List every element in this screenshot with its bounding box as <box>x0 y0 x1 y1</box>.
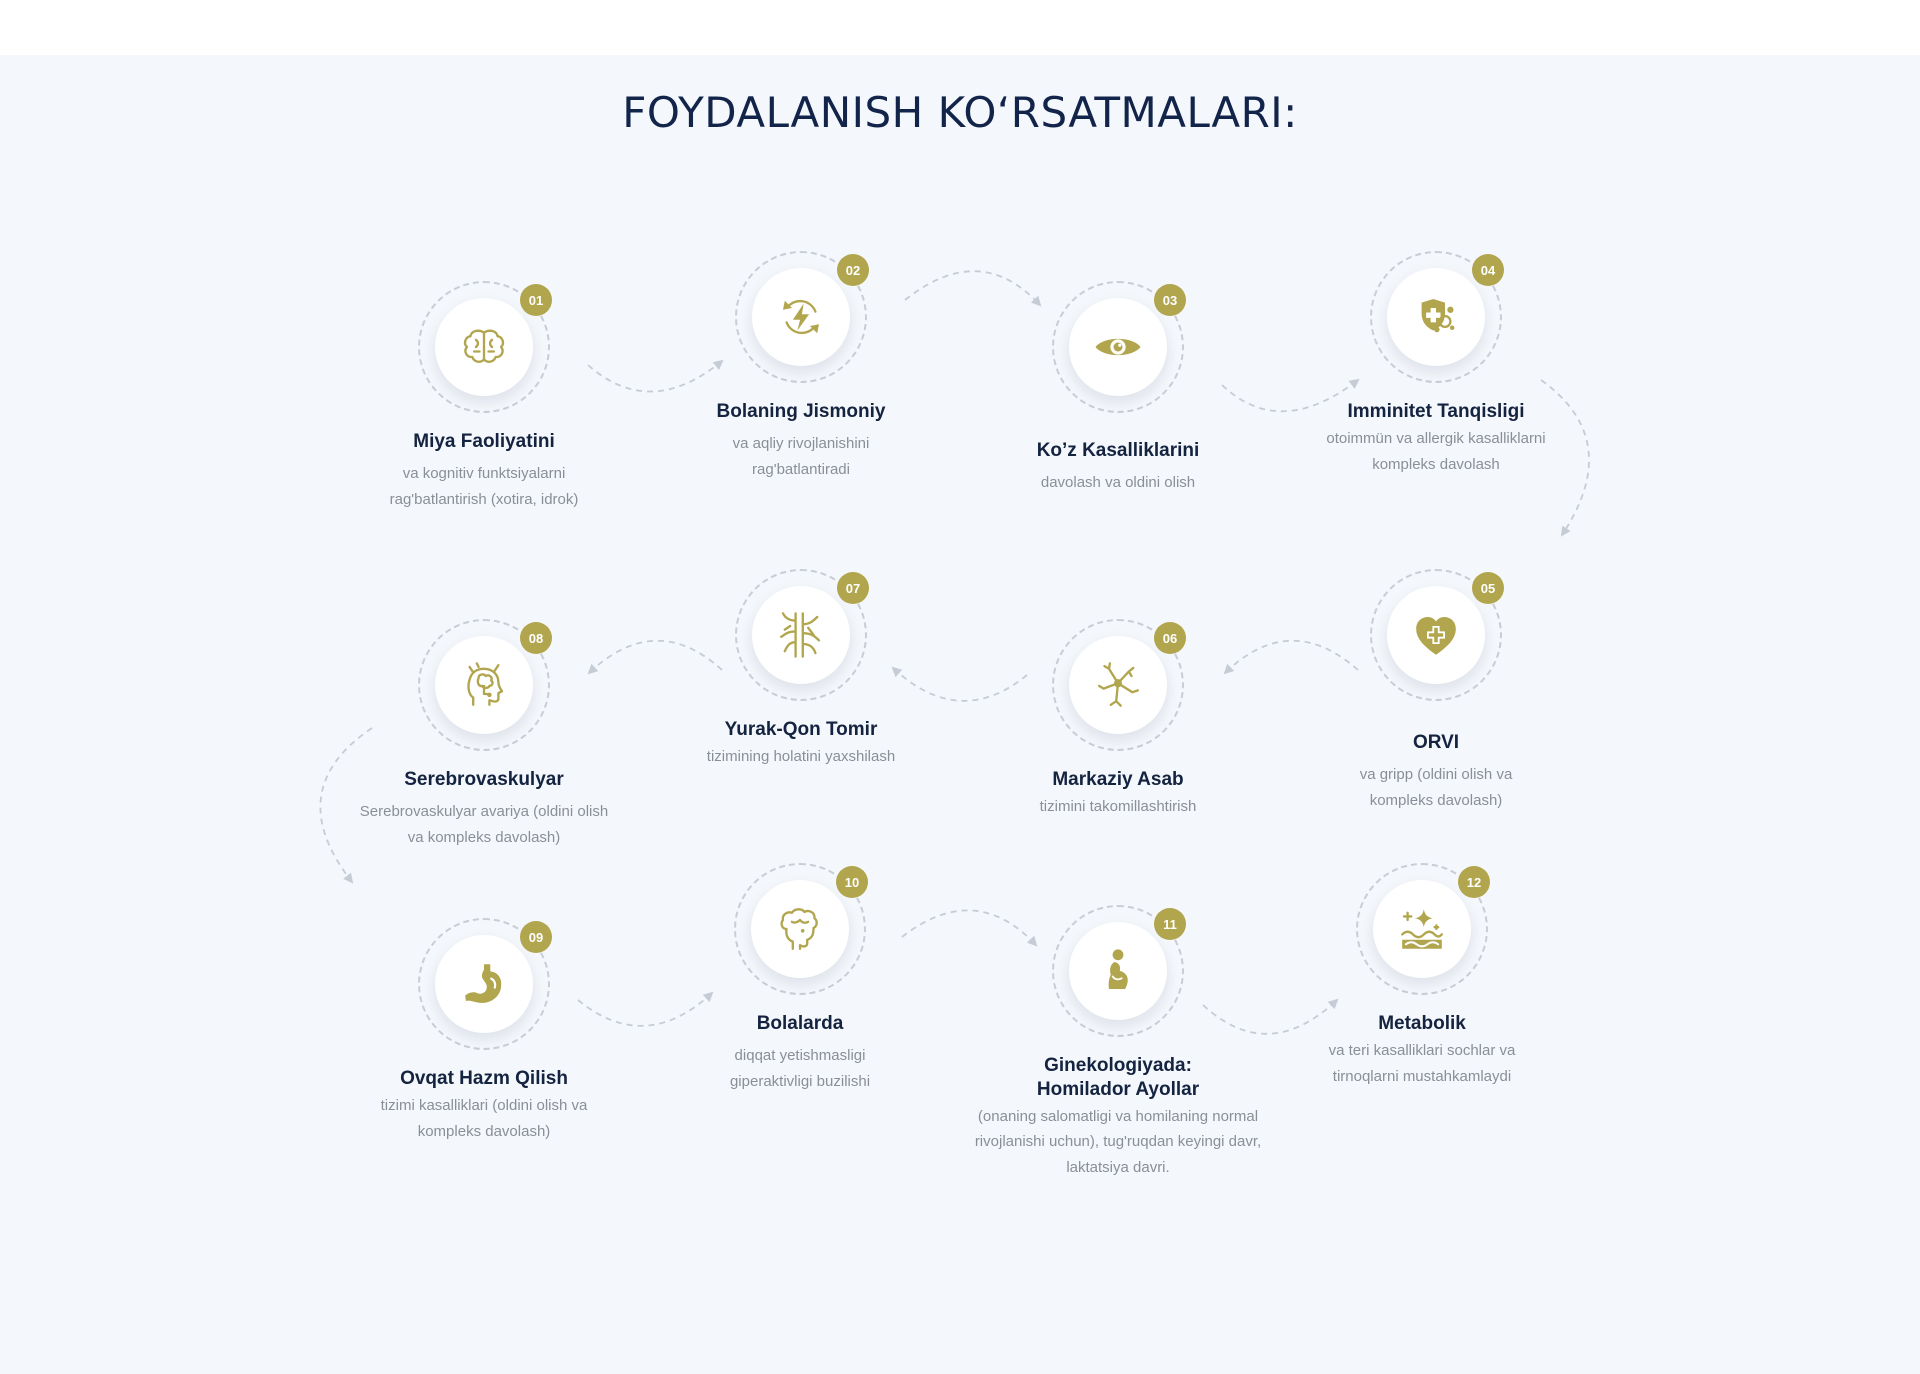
step-icon-ring: 11 <box>1052 905 1186 1037</box>
icon-disc <box>435 298 533 396</box>
step-icon-ring: 10 <box>734 863 868 995</box>
step-number-badge: 12 <box>1458 866 1490 898</box>
step-10: 10 Bolalarda diqqat yetishmasligi gipera… <box>630 863 970 1094</box>
step-icon-ring: 04 <box>1370 251 1504 383</box>
step-title: Imminitet Tanqisligi <box>1347 401 1525 422</box>
step-description: tizimini takomillashtirish <box>1039 797 1197 815</box>
step-06: 06 Markaziy Asab tizimini takomillashtir… <box>948 619 1288 820</box>
head-brain-icon <box>467 662 504 706</box>
step-icon-ring: 08 <box>418 619 552 751</box>
step-number-badge: 05 <box>1472 572 1504 604</box>
step-description: diqqat yetishmasligi giperaktivligi buzi… <box>729 1046 871 1090</box>
step-icon-ring: 01 <box>418 281 552 413</box>
step-description: davolash va oldini olish <box>1040 473 1196 491</box>
step-number-badge: 10 <box>836 866 868 898</box>
step-description: otoimmün va allergik kasalliklarni kompl… <box>1326 429 1546 473</box>
eye-icon <box>1095 338 1141 356</box>
step-01: 01 Miya Faoliyatini va kognitiv funktsiy… <box>314 281 654 512</box>
step-03: 03 Ko’z Kasalliklarini davolash va oldin… <box>948 281 1288 496</box>
icon-disc <box>1387 268 1485 366</box>
step-number-badge: 06 <box>1154 622 1186 654</box>
icon-disc <box>751 880 849 978</box>
icon-disc <box>435 935 533 1033</box>
step-04: 04 Imminitet Tanqisligi otoimmün va alle… <box>1266 251 1606 477</box>
step-icon-ring: 02 <box>735 251 869 383</box>
step-number-badge: 03 <box>1154 284 1186 316</box>
step-11: 11 Ginekologiyada: Homilador Ayollar (on… <box>948 905 1288 1181</box>
heart-plus-icon <box>1416 617 1456 655</box>
step-title: Ko’z Kasalliklarini <box>1036 440 1200 461</box>
step-title: Bolaning Jismoniy <box>716 401 886 422</box>
icon-disc <box>1069 922 1167 1020</box>
step-title: Bolalarda <box>756 1013 844 1034</box>
step-description: va kognitiv funktsiyalarni rag'batlantir… <box>389 464 579 508</box>
step-05: 05 ORVI va gripp (oldini olish va komple… <box>1266 569 1606 813</box>
neuron-icon <box>1097 662 1139 707</box>
icon-disc <box>752 268 850 366</box>
step-number-badge: 07 <box>837 572 869 604</box>
step-07: 07 Yurak-Qon Tomir tizimining holatini y… <box>631 569 971 770</box>
step-number-badge: 02 <box>837 254 869 286</box>
step-description: va teri kasalliklari sochlar va tirnoqla… <box>1328 1041 1516 1085</box>
step-09: 09 Ovqat Hazm Qilish tizimi kasalliklari… <box>314 918 654 1144</box>
icon-disc <box>435 636 533 734</box>
step-description: va gripp (oldini olish va kompleks davol… <box>1359 765 1513 809</box>
step-title: Markaziy Asab <box>1052 769 1184 790</box>
step-title: Metabolik <box>1378 1013 1466 1034</box>
step-title: Ginekologiyada: Homilador Ayollar <box>1036 1055 1200 1100</box>
icon-disc <box>1373 880 1471 978</box>
step-description: tizimining holatini yaxshilash <box>706 747 896 765</box>
icon-disc <box>1069 298 1167 396</box>
step-number-badge: 04 <box>1472 254 1504 286</box>
step-description: va aqliy rivojlanishini rag'batlantiradi <box>732 434 870 478</box>
blood-vessels-icon <box>780 612 821 658</box>
step-description: (onaning salomatligi va homilaning norma… <box>974 1107 1262 1177</box>
shield-virus-icon <box>1421 299 1455 333</box>
brain-icon <box>463 329 505 363</box>
refresh-lightning-icon <box>783 299 819 335</box>
pregnant-woman-icon <box>1108 949 1128 989</box>
step-number-badge: 11 <box>1154 908 1186 940</box>
icon-disc <box>752 586 850 684</box>
step-title: ORVI <box>1412 732 1460 753</box>
step-icon-ring: 06 <box>1052 619 1186 751</box>
icon-disc <box>1387 586 1485 684</box>
stomach-icon <box>465 964 502 1003</box>
step-title: Ovqat Hazm Qilish <box>400 1068 568 1089</box>
step-description: tizimi kasalliklari (oldini olish va kom… <box>380 1096 588 1140</box>
skin-sparkle-icon <box>1401 909 1443 949</box>
top-bar <box>0 0 1920 55</box>
step-number-badge: 08 <box>520 622 552 654</box>
step-08: 08 Serebrovaskulyar Serebrovaskulyar ava… <box>314 619 654 850</box>
step-title: Miya Faoliyatini <box>413 431 555 452</box>
step-icon-ring: 12 <box>1356 863 1490 995</box>
icon-disc <box>1069 636 1167 734</box>
step-title: Serebrovaskulyar <box>404 769 564 790</box>
child-head-icon <box>780 908 818 950</box>
step-number-badge: 01 <box>520 284 552 316</box>
step-description: Serebrovaskulyar avariya (oldini olish v… <box>359 802 609 846</box>
step-12: 12 Metabolik va teri kasalliklari sochla… <box>1252 863 1592 1089</box>
step-number-badge: 09 <box>520 921 552 953</box>
step-icon-ring: 09 <box>418 918 552 1050</box>
step-icon-ring: 05 <box>1370 569 1504 701</box>
step-icon-ring: 07 <box>735 569 869 701</box>
page-title: FOYDALANISH KO‘RSATMALARI: <box>622 88 1298 137</box>
step-icon-ring: 03 <box>1052 281 1186 413</box>
step-02: 02 Bolaning Jismoniy va aqliy rivojlanis… <box>631 251 971 482</box>
step-title: Yurak-Qon Tomir <box>724 719 878 740</box>
